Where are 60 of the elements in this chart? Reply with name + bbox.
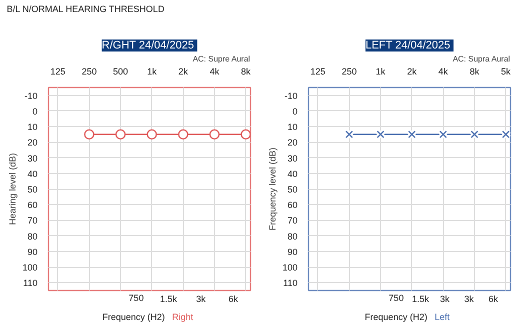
x-tick-label: 125 [310, 66, 326, 76]
y-tick-label: 80 [287, 231, 298, 242]
y-tick-label: 90 [287, 246, 298, 257]
y-tick-label: 30 [27, 153, 38, 164]
y-tick-label: 0 [32, 106, 38, 116]
y-axis-title: Hearing level (dB) [7, 152, 18, 226]
y-tick-label: 20 [27, 138, 38, 148]
text: 3k [196, 294, 206, 304]
text: 6k [488, 294, 499, 304]
x-tick-label: 500 [113, 66, 128, 76]
y-tick-label: 30 [287, 153, 298, 164]
text: 3k [464, 294, 474, 304]
y-tick-label: 90 [27, 246, 38, 257]
y-tick-label: 60 [287, 200, 298, 210]
y-tick-label: -10 [284, 90, 298, 101]
x-axis-title: Frequency (H2) [102, 312, 165, 322]
text: B/L N/ORMAL HEARING THRESHOLD [6, 4, 165, 14]
y-tick-label: 80 [27, 231, 38, 242]
y-tick-label: 20 [287, 138, 298, 148]
text: Left [434, 312, 450, 322]
text: 3k [440, 294, 450, 304]
text: 750 [128, 293, 144, 304]
text: 750 [388, 293, 404, 304]
y-tick-label: 10 [287, 122, 298, 132]
y-tick-label: 40 [287, 168, 298, 179]
x-tick-label: 4k [438, 66, 448, 76]
y-tick-label: 100 [282, 262, 298, 273]
y-tick-label: 50 [27, 184, 38, 194]
y-axis-title: Frequency level (dB) [267, 147, 278, 231]
text: 1.5k [412, 294, 430, 304]
x-tick-label: 4k [210, 66, 220, 76]
chart-title: LEFT 24/04/2025 [365, 40, 450, 52]
x-tick-label: 250 [82, 66, 97, 76]
y-tick-label: 50 [287, 184, 298, 194]
chart-subtitle: AC: Supra Aural [452, 54, 510, 64]
text: 6k [228, 294, 239, 304]
chart-subtitle: AC: Supre Aural [192, 54, 250, 64]
y-tick-label: 100 [22, 262, 38, 273]
y-tick-label: 110 [283, 278, 298, 288]
x-axis-title: Frequency (H2) [364, 312, 428, 322]
x-tick-label: 8k [470, 66, 480, 76]
y-tick-label: -10 [24, 90, 38, 101]
x-tick-label: 125 [50, 66, 66, 76]
text: Right [172, 312, 194, 322]
y-tick-label: 70 [287, 216, 298, 226]
y-tick-label: 70 [27, 216, 38, 226]
text: 1.5k [160, 294, 178, 304]
x-tick-label: 2k [178, 66, 188, 76]
y-tick-label: 60 [27, 200, 38, 210]
y-tick-label: 10 [27, 122, 38, 132]
chart-title: R/GHT 24/04/2025 [102, 40, 194, 52]
x-tick-label: 8k [241, 66, 252, 76]
x-tick-label: 250 [342, 66, 357, 76]
x-tick-label: 2k [407, 66, 418, 76]
y-tick-label: 110 [23, 278, 38, 288]
x-tick-label: 1k [376, 66, 386, 76]
y-tick-label: 0 [292, 106, 298, 116]
y-tick-label: 40 [27, 168, 38, 179]
x-tick-label: 5k [501, 66, 512, 76]
x-tick-label: 1k [147, 66, 158, 76]
